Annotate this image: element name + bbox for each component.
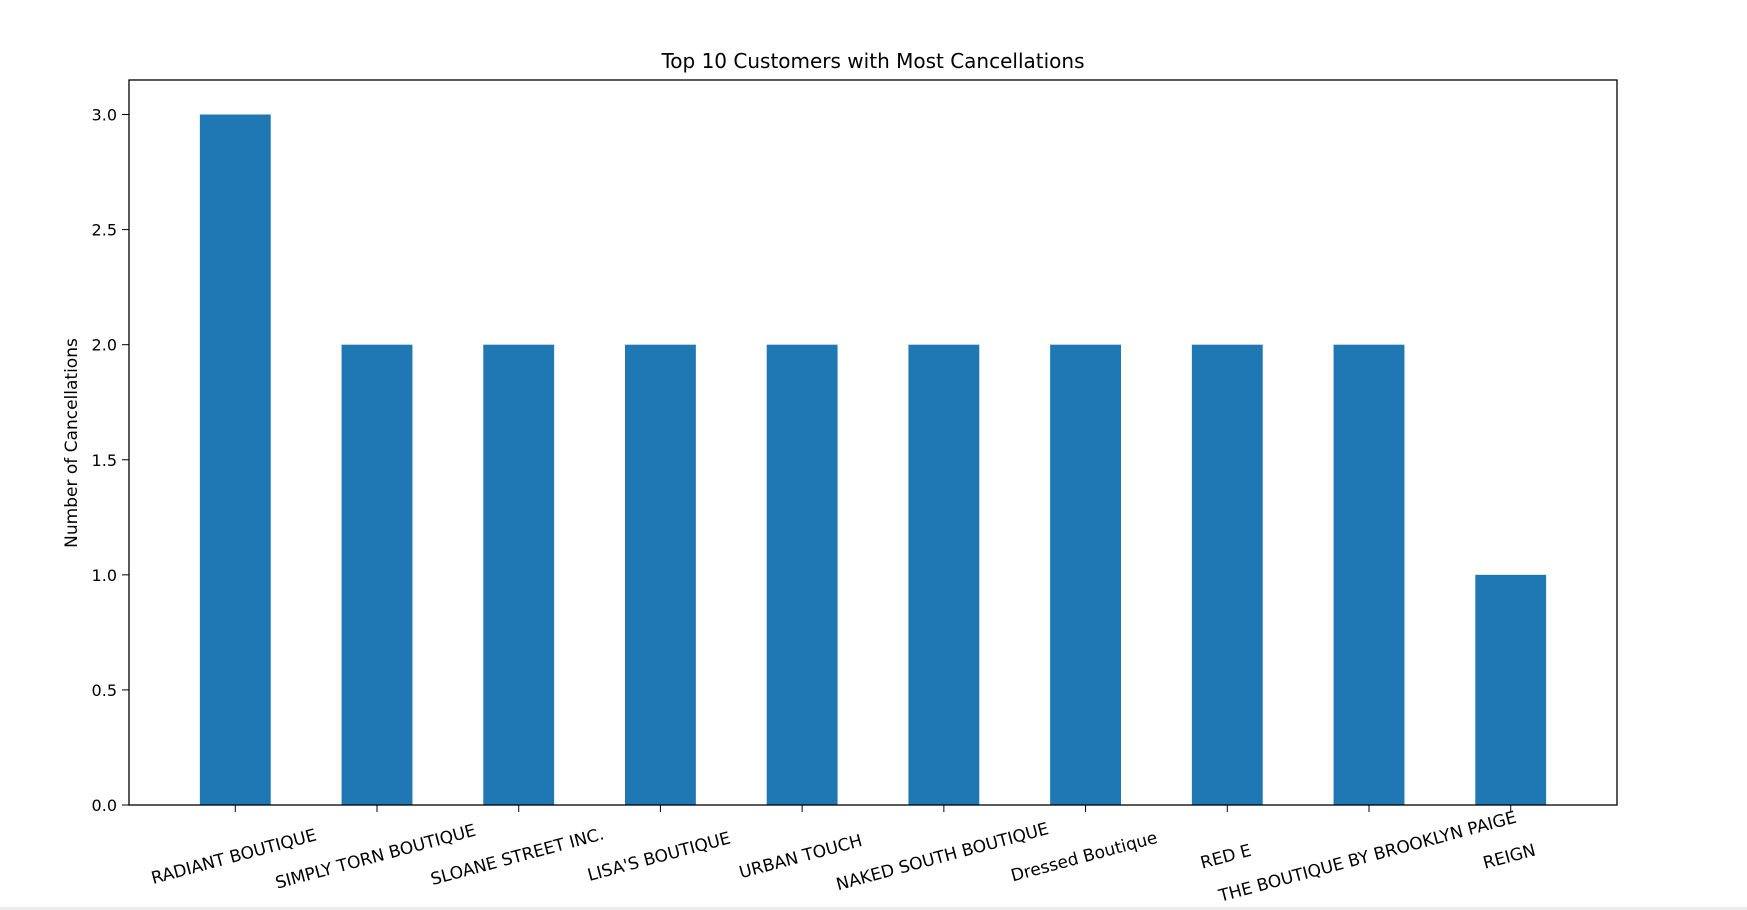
y-tick-label: 1.5 [92,451,117,470]
bar-3 [483,344,555,805]
window-bottom-border [0,907,1747,910]
chart-title: Top 10 Customers with Most Cancellations [660,49,1084,73]
bar-1 [199,114,271,805]
y-tick-label: 2.5 [92,221,117,240]
bar-5 [766,344,838,805]
y-axis-label: Number of Cancellations [62,338,82,548]
bar-7 [1050,344,1121,805]
y-tick-label: 2.0 [92,336,117,355]
y-tick-label: 0.0 [92,796,117,815]
bar-10 [1475,574,1547,805]
bar-6 [908,344,980,805]
bar-2 [341,344,413,805]
bar-9 [1333,344,1405,805]
y-tick-label: 1.0 [92,566,117,585]
y-tick-label: 0.5 [92,681,117,700]
bar-4 [625,344,696,805]
plot-area-frame [128,79,1618,806]
bar-8 [1191,344,1263,805]
y-tick-label: 3.0 [92,106,117,125]
bars-layer [199,114,1547,805]
y-axis-ticks: 0.0 0.5 1.0 1.5 2.0 2.5 3.0 [92,106,129,815]
